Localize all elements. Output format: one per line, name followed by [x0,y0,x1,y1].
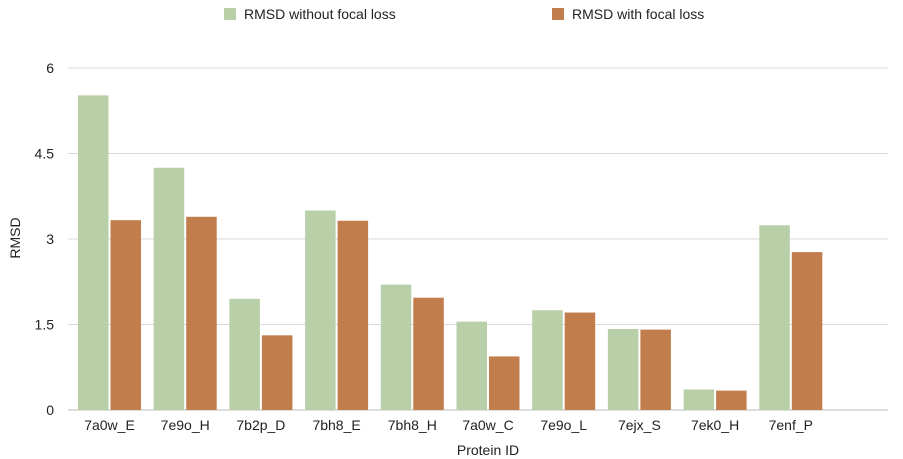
bar-7a0w_C-with-focal-loss [489,356,520,410]
bar-7ejx_S-with-focal-loss [640,329,671,410]
bar-7enf_P-without-focal-loss [759,225,790,410]
bar-7b2p_D-without-focal-loss [229,298,260,410]
bar-7bh8_E-without-focal-loss [305,210,336,410]
bar-7a0w_E-without-focal-loss [78,95,109,411]
legend-swatch-with-focal-loss [552,8,564,20]
x-tick-label: 7a0w_C [462,417,513,433]
x-tick-label: 7e9o_L [540,417,587,433]
bar-7e9o_L-with-focal-loss [564,312,596,410]
y-axis-title: RMSD [7,217,23,258]
bar-7bh8_E-with-focal-loss [337,220,369,410]
bars [78,95,823,411]
legend-label-without-focal-loss: RMSD without focal loss [244,6,396,22]
x-tick-label: 7enf_P [769,417,813,433]
y-tick-label: 3 [46,231,54,247]
bar-7a0w_E-with-focal-loss [110,220,141,410]
legend-item-with-focal-loss: RMSD with focal loss [552,6,704,22]
legend: RMSD without focal loss RMSD with focal … [0,6,903,26]
bar-7e9o_L-without-focal-loss [532,310,563,410]
y-tick-label: 0 [46,402,54,418]
legend-item-without-focal-loss: RMSD without focal loss [224,6,396,22]
x-tick-label: 7b2p_D [236,417,285,433]
bar-7bh8_H-with-focal-loss [413,297,444,410]
legend-label-with-focal-loss: RMSD with focal loss [572,6,705,22]
bar-7enf_P-with-focal-loss [791,252,823,410]
x-axis-ticks: 7a0w_E 7e9o_H 7b2p_D 7bh8_E 7bh8_H 7a0w_C 7e9o… [84,417,813,433]
y-tick-label: 6 [46,60,54,76]
x-tick-label: 7a0w_E [84,417,135,433]
bar-7e9o_H-without-focal-loss [153,167,185,410]
x-tick-label: 7bh8_E [312,417,360,433]
x-tick-label: 7ek0_H [691,417,739,433]
bar-7ek0_H-without-focal-loss [683,389,715,410]
y-tick-label: 4.5 [35,146,55,162]
bar-7b2p_D-with-focal-loss [261,335,293,410]
x-tick-label: 7ejx_S [618,417,661,433]
x-tick-label: 7e9o_H [161,417,210,433]
bar-7bh8_H-without-focal-loss [380,284,412,410]
bar-7ek0_H-with-focal-loss [716,390,747,410]
bar-7a0w_C-without-focal-loss [456,321,487,410]
legend-swatch-without-focal-loss [224,8,236,20]
x-axis-title: Protein ID [457,442,519,458]
y-tick-label: 1.5 [35,317,55,333]
bar-7e9o_H-with-focal-loss [186,216,217,410]
bar-7ejx_S-without-focal-loss [607,329,639,410]
y-axis-ticks: 0 1.5 3 4.5 6 [35,60,55,418]
x-tick-label: 7bh8_H [388,417,437,433]
